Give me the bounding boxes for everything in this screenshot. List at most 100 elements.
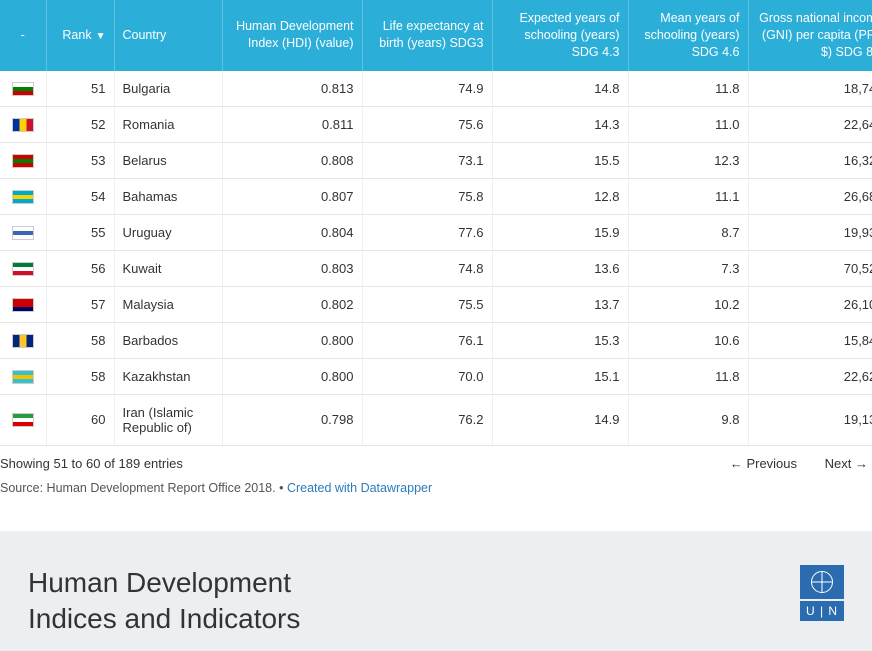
report-banner: Human Development Indices and Indicators…	[0, 531, 872, 651]
cell-gni: 26,681	[748, 178, 872, 214]
table-row[interactable]: 56Kuwait0.80374.813.67.370,524	[0, 250, 872, 286]
table-row[interactable]: 52Romania0.81175.614.311.022,646	[0, 106, 872, 142]
cell-country: Kuwait	[114, 250, 222, 286]
cell-meysch: 11.1	[628, 178, 748, 214]
cell-hdi: 0.804	[222, 214, 362, 250]
cell-hdi: 0.807	[222, 178, 362, 214]
cell-meysch: 7.3	[628, 250, 748, 286]
banner-title-line1: Human Development	[28, 567, 291, 598]
cell-country: Kazakhstan	[114, 358, 222, 394]
cell-rank: 57	[46, 286, 114, 322]
flag-icon	[12, 226, 34, 240]
cell-expsch: 15.1	[492, 358, 628, 394]
col-header-meysch[interactable]: Mean years of schooling (years) SDG 4.6	[628, 0, 748, 71]
cell-rank: 58	[46, 322, 114, 358]
cell-flag	[0, 250, 46, 286]
cell-country: Iran (Islamic Republic of)	[114, 394, 222, 445]
cell-hdi: 0.808	[222, 142, 362, 178]
col-header-life[interactable]: Life expectancy at birth (years) SDG3	[362, 0, 492, 71]
table-row[interactable]: 57Malaysia0.80275.513.710.226,107	[0, 286, 872, 322]
cell-rank: 51	[46, 71, 114, 107]
table-row[interactable]: 51Bulgaria0.81374.914.811.818,740	[0, 71, 872, 107]
cell-rank: 60	[46, 394, 114, 445]
table-row[interactable]: 58Kazakhstan0.80070.015.111.822,626	[0, 358, 872, 394]
sort-indicator-icon: ▼	[92, 31, 106, 42]
cell-meysch: 12.3	[628, 142, 748, 178]
cell-life: 75.6	[362, 106, 492, 142]
col-header-country[interactable]: Country	[114, 0, 222, 71]
hdi-table: -Rank▼CountryHuman Development Index (HD…	[0, 0, 872, 446]
cell-rank: 54	[46, 178, 114, 214]
cell-life: 73.1	[362, 142, 492, 178]
pager: ← Previous Next →	[706, 456, 868, 471]
col-header-expsch[interactable]: Expected years of schooling (years) SDG …	[492, 0, 628, 71]
cell-rank: 58	[46, 358, 114, 394]
col-header-flag[interactable]: -	[0, 0, 46, 71]
next-link[interactable]: Next →	[825, 456, 868, 471]
flag-icon	[12, 118, 34, 132]
cell-hdi: 0.803	[222, 250, 362, 286]
cell-country: Uruguay	[114, 214, 222, 250]
un-logo-globe	[800, 565, 844, 599]
cell-life: 77.6	[362, 214, 492, 250]
table-footer: Showing 51 to 60 of 189 entries ← Previo…	[0, 446, 872, 477]
cell-flag	[0, 358, 46, 394]
cell-life: 76.1	[362, 322, 492, 358]
table-row[interactable]: 53Belarus0.80873.115.512.316,323	[0, 142, 872, 178]
cell-life: 75.5	[362, 286, 492, 322]
cell-gni: 16,323	[748, 142, 872, 178]
flag-icon	[12, 370, 34, 384]
cell-gni: 15,843	[748, 322, 872, 358]
source-text: Source: Human Development Report Office …	[0, 481, 287, 495]
cell-meysch: 11.8	[628, 358, 748, 394]
cell-meysch: 9.8	[628, 394, 748, 445]
table-row[interactable]: 55Uruguay0.80477.615.98.719,930	[0, 214, 872, 250]
banner-title-line2: Indices and Indicators	[28, 603, 300, 634]
cell-flag	[0, 394, 46, 445]
cell-country: Bulgaria	[114, 71, 222, 107]
cell-expsch: 12.8	[492, 178, 628, 214]
cell-rank: 55	[46, 214, 114, 250]
cell-hdi: 0.800	[222, 322, 362, 358]
cell-expsch: 15.5	[492, 142, 628, 178]
un-logo-text: U | N	[800, 601, 844, 621]
flag-icon	[12, 262, 34, 276]
table-row[interactable]: 54Bahamas0.80775.812.811.126,681	[0, 178, 872, 214]
cell-hdi: 0.798	[222, 394, 362, 445]
cell-hdi: 0.811	[222, 106, 362, 142]
flag-icon	[12, 298, 34, 312]
cell-life: 74.9	[362, 71, 492, 107]
cell-flag	[0, 71, 46, 107]
cell-expsch: 13.7	[492, 286, 628, 322]
col-header-rank[interactable]: Rank▼	[46, 0, 114, 71]
flag-icon	[12, 154, 34, 168]
table-row[interactable]: 58Barbados0.80076.115.310.615,843	[0, 322, 872, 358]
cell-meysch: 10.2	[628, 286, 748, 322]
cell-gni: 70,524	[748, 250, 872, 286]
table-row[interactable]: 60Iran (Islamic Republic of)0.79876.214.…	[0, 394, 872, 445]
cell-rank: 56	[46, 250, 114, 286]
cell-country: Belarus	[114, 142, 222, 178]
cell-country: Barbados	[114, 322, 222, 358]
cell-expsch: 15.9	[492, 214, 628, 250]
cell-gni: 26,107	[748, 286, 872, 322]
cell-expsch: 14.9	[492, 394, 628, 445]
cell-expsch: 14.3	[492, 106, 628, 142]
prev-link[interactable]: ← Previous	[730, 456, 797, 471]
cell-gni: 18,740	[748, 71, 872, 107]
col-header-gni[interactable]: Gross national income (GNI) per capita (…	[748, 0, 872, 71]
cell-expsch: 15.3	[492, 322, 628, 358]
cell-life: 76.2	[362, 394, 492, 445]
col-header-hdi[interactable]: Human Development Index (HDI) (value)	[222, 0, 362, 71]
cell-expsch: 13.6	[492, 250, 628, 286]
flag-icon	[12, 334, 34, 348]
table-body: 51Bulgaria0.81374.914.811.818,74052Roman…	[0, 71, 872, 446]
datawrapper-link[interactable]: Created with Datawrapper	[287, 481, 432, 495]
cell-flag	[0, 106, 46, 142]
cell-rank: 53	[46, 142, 114, 178]
cell-flag	[0, 286, 46, 322]
cell-country: Bahamas	[114, 178, 222, 214]
cell-life: 74.8	[362, 250, 492, 286]
cell-hdi: 0.802	[222, 286, 362, 322]
cell-flag	[0, 214, 46, 250]
